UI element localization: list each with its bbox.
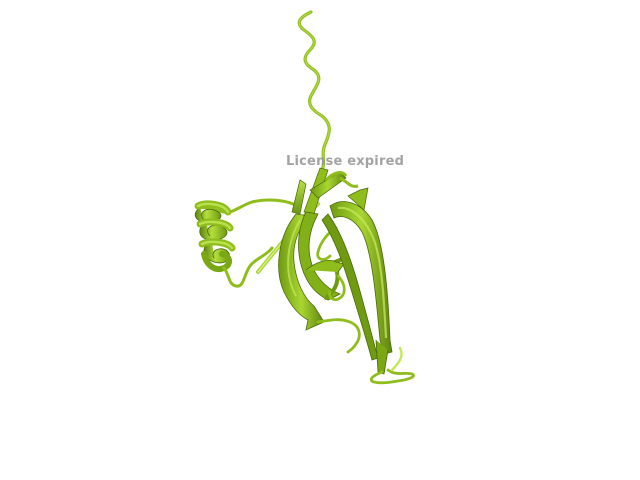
lower-left-coil xyxy=(222,246,274,288)
bottom-turn-coil xyxy=(369,368,415,385)
upper-beta-strands xyxy=(291,167,369,215)
left-beta-sheet xyxy=(278,213,325,331)
right-beta-hairpin xyxy=(321,201,393,375)
middle-loop-coil xyxy=(316,226,346,301)
middle-beta-strand xyxy=(298,211,345,301)
license-watermark: License expired xyxy=(286,154,405,169)
alpha-helix xyxy=(194,200,236,272)
helix-loop-coil xyxy=(198,198,302,214)
c-terminal-coil xyxy=(316,318,361,354)
